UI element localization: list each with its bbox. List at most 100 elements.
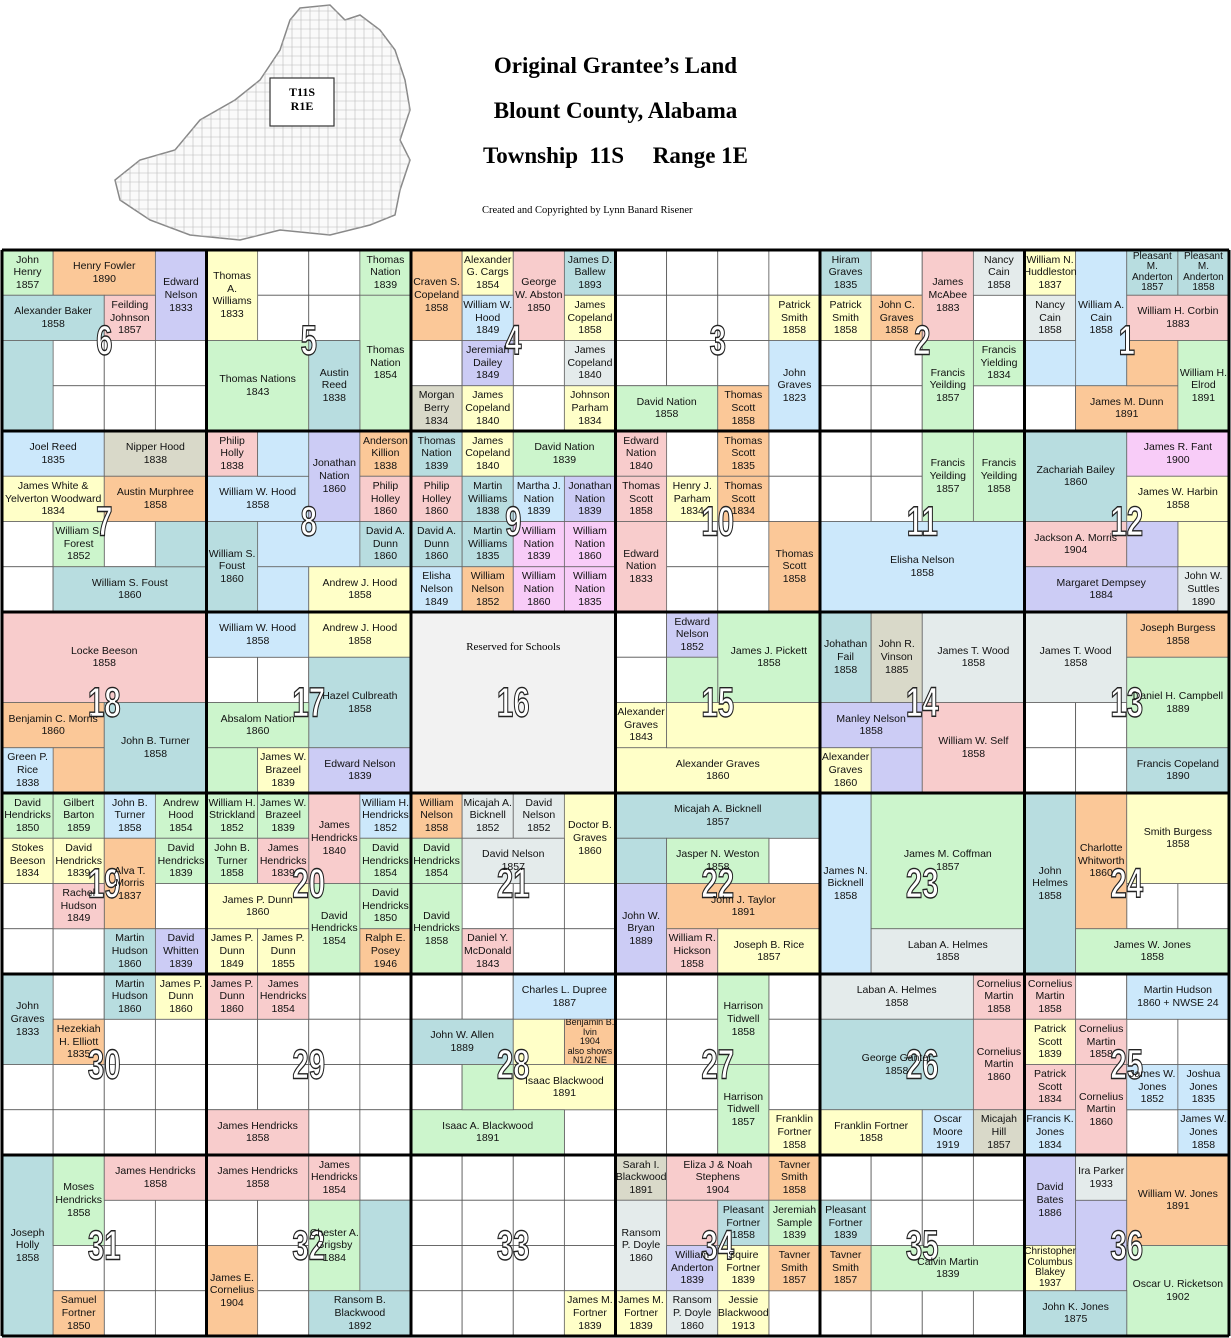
parcel — [768, 340, 821, 432]
grant-year: 1839 — [578, 1319, 602, 1332]
quarter-cell — [768, 430, 821, 477]
grant-year: 1854 — [476, 278, 500, 291]
parcel — [206, 611, 310, 658]
quarter-cell — [768, 973, 821, 1020]
grant-year: 1839 — [833, 1229, 858, 1242]
parcel-label: Henry Fowler 1890 — [53, 250, 155, 295]
parcel — [768, 1245, 821, 1292]
grant-year: 1858 — [654, 408, 679, 421]
parcel-label: James T. Wood 1858 — [922, 612, 1024, 703]
grant-year: 1823 — [782, 392, 807, 405]
quarter-cell — [717, 340, 770, 387]
grantee-name: Johathan Fail — [823, 638, 868, 663]
parcel — [461, 792, 514, 839]
grantee-name: Johnson Parham — [570, 389, 610, 415]
grantee-name: Tavner Smith — [778, 1158, 811, 1184]
grantee-name: William S. Forest — [55, 525, 103, 550]
parcel — [615, 883, 668, 975]
school-section — [410, 611, 616, 794]
parcel-label: Edward Nelson 1839 — [309, 748, 411, 793]
quarter-cell — [819, 475, 872, 522]
grant-year: 1850 — [373, 912, 398, 925]
grantee-name: Edward Nelson — [674, 615, 710, 641]
grant-year: 1858 — [424, 935, 449, 948]
grantee-name: Manley Nelson — [836, 712, 906, 725]
parcel-label: James Copeland 1840 — [462, 386, 513, 431]
grant-year: 1891 — [1191, 392, 1216, 405]
grantee-name: Thomas A. Williams — [212, 270, 252, 308]
parcel-label: James W. Harbin 1858 — [1127, 476, 1229, 521]
parcel — [308, 566, 412, 613]
quarter-cell — [154, 883, 207, 930]
parcel-label: Absalom Nation 1860 — [207, 703, 309, 748]
parcel-label: Smith Burgess 1858 — [1127, 793, 1229, 884]
grantee-name: Andrew J. Hood — [322, 576, 398, 589]
parcel — [359, 521, 412, 568]
grant-year: 1889 — [1166, 702, 1190, 715]
grantee-name: Henry J. Parham — [672, 479, 712, 505]
parcel-label: James M. Fortner 1839 — [564, 1291, 615, 1336]
quarter-cell — [666, 973, 719, 1020]
quarter-cell — [819, 340, 872, 387]
parcel-label: William Nelson 1852 — [462, 567, 513, 612]
grant-year: 1835 — [1191, 1093, 1216, 1106]
parcel-label: William S. Foust 1860 — [53, 567, 206, 612]
grantee-name: Stokes Beeson — [9, 841, 46, 867]
grant-year: 1860 — [1089, 867, 1113, 880]
grant-year: 1858 — [1038, 889, 1062, 902]
parcel-label: David Hendricks 1850 — [2, 793, 53, 838]
grantee-name: Thomas Nation — [366, 253, 405, 279]
section-number: 30 — [88, 1040, 121, 1088]
quarter-cell — [921, 1154, 974, 1201]
grantee-name: James R. Fant — [1143, 441, 1213, 454]
section-number: 28 — [497, 1040, 530, 1088]
parcel — [410, 837, 463, 884]
parcel-label: Edward Nation 1833 — [616, 522, 667, 613]
grant-year: 1883 — [1166, 317, 1190, 330]
parcel-label: James White & Yelverton Woodward 1834 — [2, 476, 104, 521]
grant-year: 1849 — [476, 324, 500, 337]
quarter-cell — [870, 475, 923, 522]
quarter-cell — [512, 385, 565, 432]
parcel-label: John W. Allen 1889 — [411, 1019, 513, 1064]
grant-year: 1854 — [373, 867, 398, 880]
grant-year: 1858 — [782, 1138, 807, 1151]
quarter-cell — [308, 1064, 361, 1111]
parcel-label: David A. Dunn 1860 — [411, 522, 462, 567]
grant-year: 1904 — [220, 1297, 244, 1310]
parcel-label: John Graves 1823 — [769, 341, 820, 432]
section-number: 13 — [1110, 678, 1143, 726]
grantee-name: Francis Yielding — [980, 344, 1018, 369]
grant-year: 1858 — [680, 957, 704, 970]
grantee-name: Edward Nation — [623, 547, 659, 573]
section-number: 22 — [701, 859, 734, 907]
grantee-name: Edward Nelson — [163, 276, 199, 301]
grant-year: 1857 — [782, 1274, 807, 1287]
grantee-name: David Hendricks — [362, 887, 409, 912]
parcel — [972, 1109, 1025, 1156]
quarter-cell — [1024, 702, 1077, 749]
parcel — [410, 385, 463, 432]
parcel-label: Thomas Nation 1839 — [360, 250, 411, 295]
grant-year: 1858 — [987, 482, 1011, 495]
parcel-label: Andrew Hood 1854 — [155, 793, 206, 838]
grantee-name: Patrick Scott — [1034, 1022, 1067, 1048]
quarter-cell — [1075, 747, 1128, 794]
parcel-label: Philip Holley 1860 — [360, 476, 411, 521]
grant-year: 1890 — [92, 272, 116, 285]
parcel — [1177, 521, 1230, 568]
grant-year: 1852 — [527, 821, 551, 834]
grantee-name: Harrison Tidwell — [723, 1090, 764, 1116]
parcel-label: John B. Turner 1858 — [104, 703, 206, 794]
grant-year: 1858 — [706, 860, 730, 873]
grant-year: 1858 — [1192, 282, 1215, 294]
parcel — [461, 294, 514, 341]
grant-year: 1858 — [1166, 498, 1190, 511]
grantee-name: Harrison Tidwell — [723, 1000, 764, 1025]
grant-year: 1891 — [629, 1183, 653, 1196]
parcel — [666, 702, 821, 749]
quarter-cell — [257, 1018, 310, 1065]
grant-year: 1860 — [424, 505, 449, 518]
grantee-name: Hazel Culbreath — [322, 689, 398, 702]
grantee-name: David Bates — [1036, 1181, 1064, 1206]
